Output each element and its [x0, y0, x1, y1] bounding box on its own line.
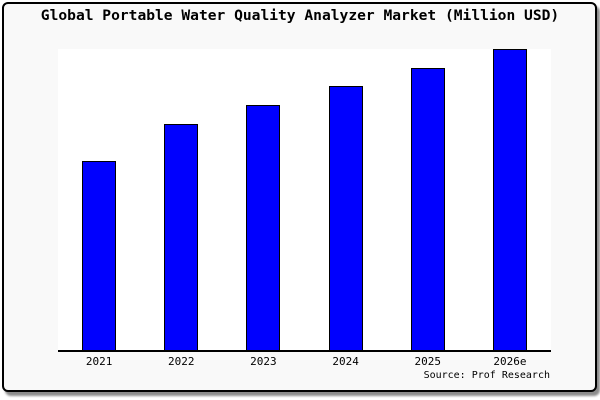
bar-2021 — [82, 160, 117, 350]
bar-2026e — [492, 49, 527, 350]
plot-area — [58, 49, 551, 352]
x-tick-label-2025: 2025 — [414, 355, 441, 368]
bar-2023 — [246, 105, 281, 350]
x-axis-labels: 2021 2022 2023 2024 2025 2026e — [58, 355, 551, 369]
bar-2025 — [410, 67, 445, 350]
bar-2022 — [164, 124, 199, 350]
x-tick-label-2026e: 2026e — [493, 355, 527, 368]
x-tick-label-2024: 2024 — [332, 355, 359, 368]
x-tick-label-2022: 2022 — [167, 355, 195, 368]
x-tick-label-2021: 2021 — [85, 355, 113, 368]
bar-2024 — [328, 86, 363, 350]
chart-title: Global Portable Water Quality Analyzer M… — [40, 7, 560, 24]
x-tick-label-2023: 2023 — [250, 355, 277, 368]
source-label: Source: Prof Research — [423, 370, 550, 381]
